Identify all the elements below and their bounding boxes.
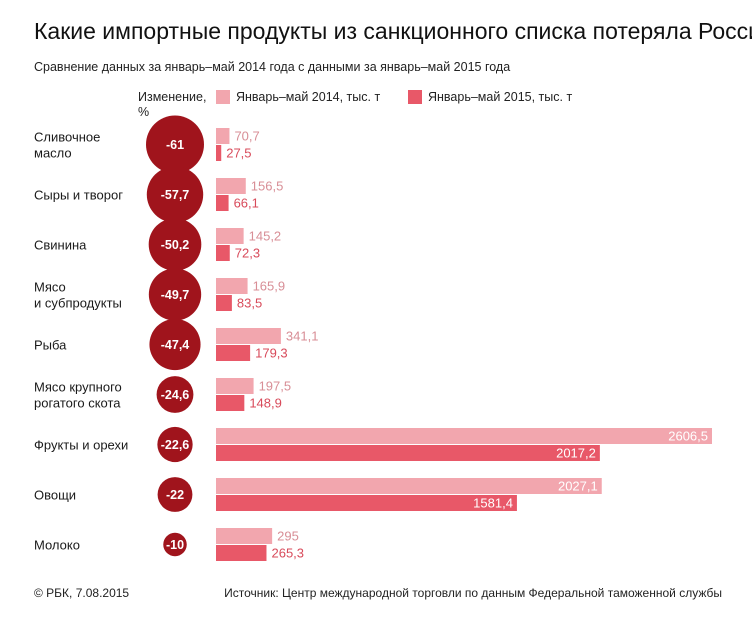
chart-title: Какие импортные продукты из санкционного… bbox=[34, 18, 752, 44]
change-label: -50,2 bbox=[161, 238, 190, 252]
category-label: Овощи bbox=[34, 488, 76, 503]
bar-2014 bbox=[216, 378, 254, 394]
change-label: -47,4 bbox=[161, 338, 190, 352]
change-label: -10 bbox=[166, 538, 184, 552]
change-label: -49,7 bbox=[161, 288, 190, 302]
legend-item-2015: Январь–май 2015, тыс. т bbox=[408, 90, 572, 104]
category-label: Рыба bbox=[34, 338, 67, 353]
change-circle bbox=[156, 376, 194, 413]
value-label-2015: 72,3 bbox=[235, 246, 260, 261]
change-label: -24,6 bbox=[161, 388, 190, 402]
change-circle bbox=[146, 115, 204, 174]
change-circle bbox=[148, 218, 202, 271]
bar-2015 bbox=[216, 395, 245, 411]
value-label-2014: 70,7 bbox=[234, 129, 259, 144]
value-label-2015: 2017,2 bbox=[556, 446, 596, 461]
category-label: Свинина bbox=[34, 238, 87, 253]
value-label-2015: 83,5 bbox=[237, 296, 262, 311]
value-label-2015: 265,3 bbox=[271, 546, 304, 561]
value-label-2014: 295 bbox=[277, 529, 299, 544]
change-label: -61 bbox=[166, 138, 184, 152]
legend-item-2014: Январь–май 2014, тыс. т bbox=[216, 90, 380, 104]
change-circle bbox=[149, 318, 201, 371]
value-label-2015: 66,1 bbox=[234, 196, 259, 211]
bar-2014 bbox=[216, 428, 712, 444]
category-label: Молоко bbox=[34, 538, 80, 553]
bar-2015 bbox=[216, 445, 600, 461]
legend-label-2015: Январь–май 2015, тыс. т bbox=[428, 90, 573, 104]
bar-2014 bbox=[216, 178, 246, 194]
value-label-2015: 179,3 bbox=[255, 346, 288, 361]
bar-2014 bbox=[216, 478, 602, 494]
value-label-2014: 165,9 bbox=[253, 279, 286, 294]
bar-2015 bbox=[216, 195, 229, 211]
category-label: Мясо и субпродукты bbox=[34, 280, 122, 311]
change-circle bbox=[157, 426, 193, 463]
change-label: -22 bbox=[166, 488, 184, 502]
bar-2015 bbox=[216, 245, 230, 261]
change-label: -22,6 bbox=[161, 438, 190, 452]
bar-2015 bbox=[216, 145, 222, 161]
bar-2014 bbox=[216, 328, 281, 344]
value-label-2014: 197,5 bbox=[259, 379, 292, 394]
bar-2014 bbox=[216, 528, 273, 544]
copyright-text: © РБК, 7.08.2015 bbox=[34, 586, 130, 600]
change-circle bbox=[157, 477, 193, 512]
value-label-2015: 27,5 bbox=[226, 146, 251, 161]
value-label-2014: 156,5 bbox=[251, 179, 284, 194]
legend-swatch-2014 bbox=[216, 90, 230, 104]
legend-label-2014: Январь–май 2014, тыс. т bbox=[236, 90, 381, 104]
bar-2014 bbox=[216, 278, 248, 294]
value-label-2015: 148,9 bbox=[249, 396, 282, 411]
value-label-2015: 1581,4 bbox=[473, 496, 513, 511]
category-label: Сливочное масло bbox=[34, 130, 100, 161]
legend-swatch-2015 bbox=[408, 90, 422, 104]
change-circle bbox=[146, 166, 204, 223]
change-circle bbox=[163, 532, 187, 557]
category-label: Сыры и творог bbox=[34, 188, 123, 203]
change-column-header: Изменение, % bbox=[138, 90, 207, 119]
change-circle bbox=[148, 268, 202, 321]
value-label-2014: 2606,5 bbox=[668, 429, 708, 444]
bar-2015 bbox=[216, 345, 251, 361]
bar-2015 bbox=[216, 545, 267, 561]
bar-2014 bbox=[216, 228, 244, 244]
source-text: Источник: Центр международной торговли п… bbox=[224, 586, 722, 600]
value-label-2014: 341,1 bbox=[286, 329, 319, 344]
value-label-2014: 145,2 bbox=[249, 229, 282, 244]
bar-2014 bbox=[216, 128, 230, 144]
bar-2015 bbox=[216, 495, 517, 511]
change-label: -57,7 bbox=[161, 188, 190, 202]
chart-subtitle: Сравнение данных за январь–май 2014 года… bbox=[34, 60, 511, 74]
category-label: Фрукты и орехи bbox=[34, 438, 128, 453]
value-label-2014: 2027,1 bbox=[558, 479, 598, 494]
category-label: Мясо крупного рогатого скота bbox=[34, 380, 122, 411]
bar-2015 bbox=[216, 295, 232, 311]
